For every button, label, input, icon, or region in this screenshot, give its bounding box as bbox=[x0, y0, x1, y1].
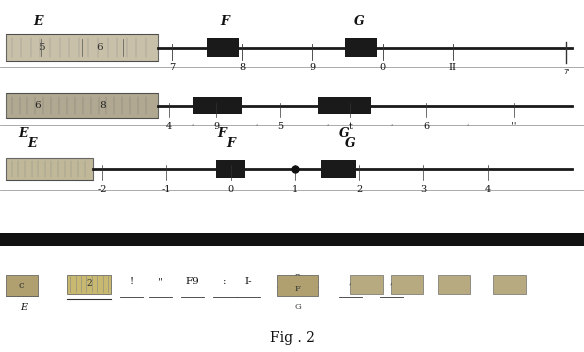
Text: F: F bbox=[295, 285, 301, 293]
Text: '': '' bbox=[511, 122, 517, 131]
Text: F: F bbox=[226, 137, 235, 150]
Text: !: ! bbox=[129, 277, 134, 286]
Bar bbox=[493, 275, 526, 294]
Text: ,: , bbox=[390, 120, 392, 126]
Text: c: c bbox=[19, 281, 25, 290]
Text: Fig . 2: Fig . 2 bbox=[270, 331, 314, 345]
Bar bbox=[277, 275, 318, 296]
Bar bbox=[193, 97, 242, 114]
Text: 0: 0 bbox=[228, 185, 234, 194]
Text: G: G bbox=[294, 303, 301, 311]
Text: F9: F9 bbox=[186, 277, 200, 286]
Text: 9: 9 bbox=[310, 63, 315, 73]
Text: 4: 4 bbox=[485, 185, 491, 194]
Text: ,: , bbox=[192, 120, 194, 126]
Text: E: E bbox=[20, 303, 27, 312]
Bar bbox=[6, 93, 158, 118]
Text: 2: 2 bbox=[356, 185, 362, 194]
Text: I-: I- bbox=[244, 277, 252, 286]
Text: 5: 5 bbox=[37, 43, 44, 52]
Text: E: E bbox=[19, 127, 28, 140]
Bar bbox=[216, 160, 245, 178]
Text: ": " bbox=[158, 277, 163, 286]
Bar bbox=[6, 275, 38, 296]
Text: 4: 4 bbox=[166, 122, 172, 131]
Text: -1: -1 bbox=[162, 185, 171, 194]
Text: F: F bbox=[217, 127, 227, 140]
Bar bbox=[0, 233, 584, 246]
Text: 2: 2 bbox=[86, 279, 92, 288]
Text: -2: -2 bbox=[98, 185, 107, 194]
Bar bbox=[207, 38, 239, 57]
Text: ,: , bbox=[466, 120, 468, 126]
Text: 6: 6 bbox=[34, 101, 41, 110]
Text: ,: , bbox=[326, 120, 328, 126]
Bar bbox=[350, 275, 383, 294]
Text: 2: 2 bbox=[295, 274, 301, 283]
Text: G: G bbox=[354, 15, 364, 28]
Text: 3: 3 bbox=[420, 185, 426, 194]
Bar bbox=[318, 97, 371, 114]
Text: 6: 6 bbox=[96, 43, 103, 52]
Bar bbox=[438, 275, 470, 294]
Text: 7': 7' bbox=[564, 69, 569, 75]
Text: t: t bbox=[349, 122, 352, 131]
Text: 6: 6 bbox=[423, 122, 429, 131]
Text: 1: 1 bbox=[292, 185, 298, 194]
Text: E: E bbox=[27, 137, 37, 150]
Bar bbox=[345, 38, 377, 57]
Bar bbox=[391, 275, 423, 294]
Text: ,: , bbox=[390, 277, 393, 286]
Text: E: E bbox=[33, 15, 43, 28]
Bar bbox=[6, 34, 158, 61]
Bar bbox=[67, 275, 111, 294]
Text: 7: 7 bbox=[169, 63, 175, 73]
Text: G: G bbox=[339, 127, 350, 140]
Text: 0: 0 bbox=[380, 63, 385, 73]
Text: ,: , bbox=[349, 277, 352, 286]
Bar bbox=[321, 160, 356, 178]
Text: ,: , bbox=[256, 120, 258, 126]
Text: F: F bbox=[220, 15, 230, 28]
Text: 9: 9 bbox=[213, 122, 219, 131]
Text: 8: 8 bbox=[99, 101, 106, 110]
Text: 8: 8 bbox=[239, 63, 245, 73]
Bar bbox=[6, 158, 93, 180]
Text: II: II bbox=[449, 63, 457, 73]
Text: :: : bbox=[223, 277, 227, 286]
Text: G: G bbox=[345, 137, 356, 150]
Text: 5: 5 bbox=[277, 122, 283, 131]
